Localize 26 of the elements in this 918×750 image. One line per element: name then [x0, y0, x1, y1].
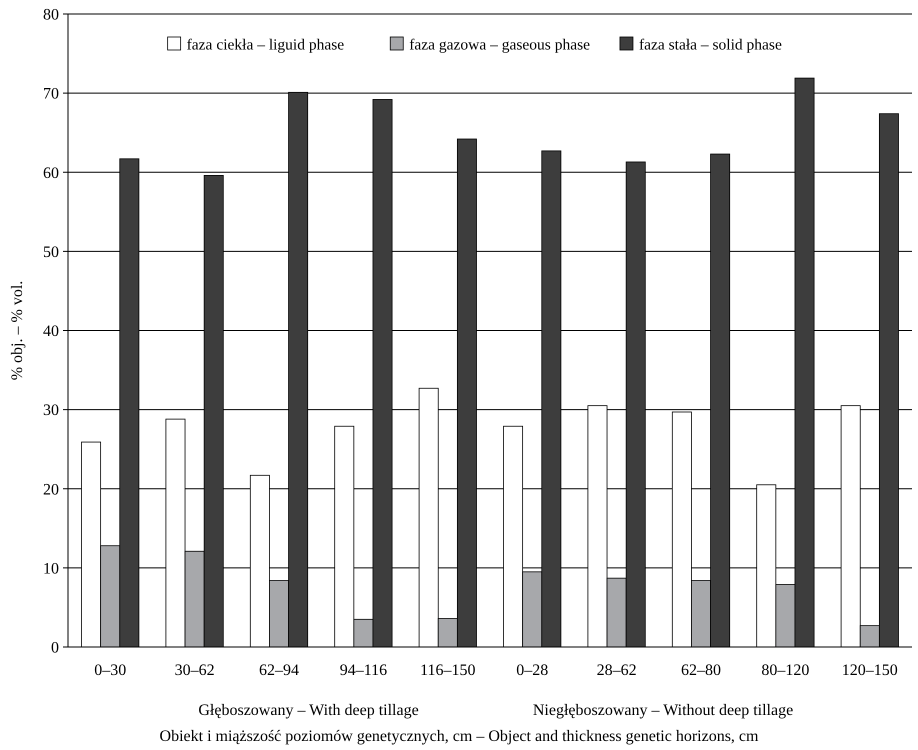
x-tick-label: 80–120	[761, 662, 810, 679]
x-tick-label: 0–30	[94, 662, 126, 679]
y-tick-label: 70	[43, 86, 59, 103]
text: Głęboszowany – With deep tillage	[198, 702, 419, 719]
y-tick-label: 40	[43, 323, 59, 340]
y-tick-label: 80	[43, 6, 59, 24]
x-tick-label: 120–150	[842, 662, 898, 679]
y-tick-label: 60	[43, 164, 59, 182]
y-tick-label: 30	[43, 402, 59, 420]
x-tick-label: 94–116	[340, 662, 388, 679]
y-tick-label: 0	[51, 640, 59, 657]
legend-label: faza stała – solid phase	[638, 36, 782, 54]
y-tick-label: 10	[43, 560, 59, 578]
y-axis-title: % obj. – % vol.	[9, 280, 26, 380]
x-tick-label: 116–150	[420, 662, 476, 679]
legend-label: faza gazowa – gaseous phase	[409, 36, 590, 54]
legend-label: faza ciekła – liguid phase	[186, 36, 344, 54]
x-tick-label: 30–62	[174, 662, 215, 679]
x-tick-label: 28–62	[596, 662, 637, 679]
x-tick-label: 62–80	[681, 662, 721, 679]
text: Niegłęboszowany – Without deep tillage	[532, 702, 794, 719]
x-tick-label: 0–28	[516, 662, 548, 679]
x-tick-label: 62–94	[259, 662, 299, 679]
x-axis-title: Obiekt i miąższość poziomów genetycznych, cm – Object and thickness genetic horizons, cm	[160, 728, 760, 745]
y-tick-label: 50	[43, 244, 59, 261]
y-tick-label: 20	[43, 481, 59, 498]
